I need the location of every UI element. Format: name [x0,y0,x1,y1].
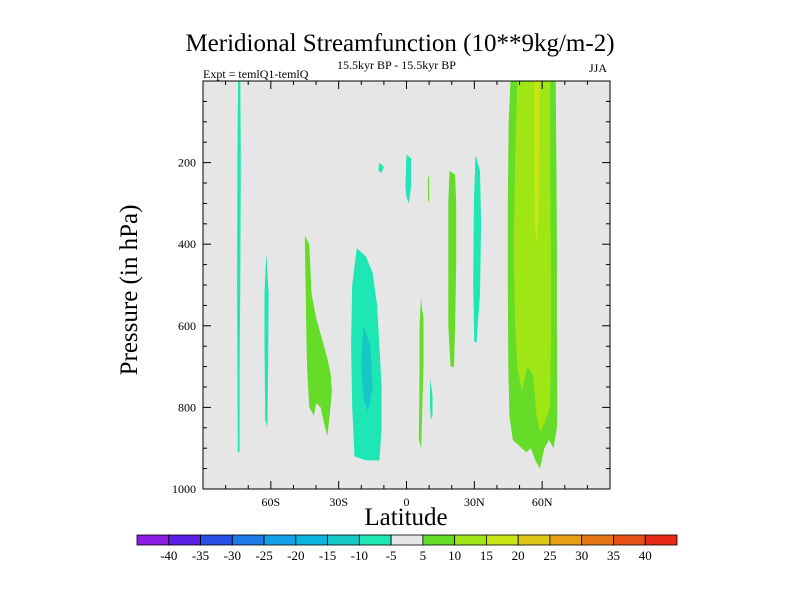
x-tick-label: 0 [404,495,410,509]
contour-region-11 [428,174,430,204]
contour-region-0 [237,81,241,453]
axes: 60S 30S 0 30N 60N 200 400 600 800 1000 [172,80,611,509]
colorbar-label: 10 [448,548,461,563]
colorbar-label: 35 [607,548,620,563]
colorbar-swatch [295,534,328,546]
colorbar-label: -35 [192,548,209,563]
x-axis-label: Latitude [364,504,448,531]
colorbar-label: -20 [287,548,304,563]
chart-title: Meridional Streamfunction (10**9kg/m-2) [185,30,615,57]
colorbar-label: -30 [224,548,241,563]
colorbar-swatch [422,534,456,546]
colorbar-label: -25 [255,548,272,563]
colorbar: -40 -35 -30 -25 -20 -15 -10 -5 5 10 15 20 25 30 35 40 [136,534,678,563]
contour-region-9 [304,236,332,436]
y-tick-label: 200 [178,156,196,170]
contour-region-5 [405,154,411,204]
colorbar-swatch [390,534,424,546]
x-tick-label: 30S [329,495,348,509]
contour-region-8 [473,154,482,343]
colorbar-swatch [486,534,519,546]
colorbar-swatch [454,534,487,546]
period-label: 15.5kyr BP - 15.5kyr BP [337,58,456,72]
contour-region-12 [448,170,457,367]
colorbar-swatch [136,534,170,546]
colorbar-swatch [644,534,678,546]
colorbar-label: -15 [319,548,336,563]
contour-region-15 [534,81,540,245]
colorbar-label: 20 [512,548,525,563]
colorbar-label: 25 [543,548,556,563]
y-axis-label: Pressure (in hPa) [116,204,143,376]
contour-regions [237,81,558,469]
contour-region-4 [378,162,384,173]
colorbar-swatch [263,534,297,546]
y-tick-label: 600 [178,319,196,333]
y-tick-label: 1000 [172,482,196,496]
colorbar-label: 30 [575,548,588,563]
x-tick-label: 60N [532,495,553,509]
colorbar-swatch [231,534,265,546]
y-tick-label: 400 [178,237,196,251]
colorbar-label: 15 [480,548,493,563]
colorbar-label: 5 [420,548,427,563]
colorbar-label: 40 [639,548,652,563]
season-label: JJA [589,61,608,75]
x-tick-label: 60S [261,495,280,509]
colorbar-swatch [200,534,233,546]
experiment-label: Expt = temlQ1-temlQ [203,67,309,81]
contour-region-3 [361,325,373,412]
colorbar-label: -40 [160,548,177,563]
x-tick-label: 30N [464,495,485,509]
colorbar-label: -10 [351,548,368,563]
contour-region-14 [513,81,552,432]
contour-region-7 [429,378,433,420]
contour-region-10 [418,301,424,449]
colorbar-label: -5 [386,548,397,563]
colorbar-swatch [358,534,392,546]
colorbar-swatch [168,534,201,546]
colorbar-swatch [581,534,614,546]
colorbar-swatch [613,534,646,546]
y-tick-label: 800 [178,400,196,414]
colorbar-swatch [517,534,551,546]
colorbar-swatch [327,534,360,546]
contour-region-1 [264,252,269,428]
colorbar-swatch [549,534,583,546]
